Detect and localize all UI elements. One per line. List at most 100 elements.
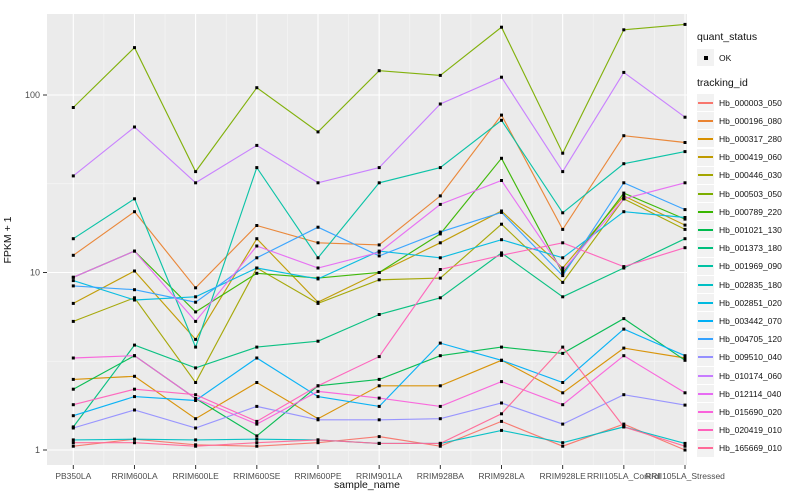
data-point — [316, 384, 320, 388]
data-point — [622, 422, 626, 426]
data-point — [622, 181, 626, 185]
data-point — [561, 170, 565, 174]
data-point — [683, 444, 687, 448]
data-point — [561, 271, 565, 275]
data-point — [255, 381, 259, 384]
legend-item-Hb_000003_050: Hb_000003_050 — [697, 94, 782, 111]
data-point — [316, 418, 320, 422]
legend-item-label: Hb_002835_180 — [719, 279, 782, 290]
color-key — [697, 239, 714, 257]
data-point — [622, 265, 626, 269]
data-point — [683, 141, 687, 144]
data-point — [438, 256, 442, 260]
data-point — [71, 414, 75, 418]
data-point — [377, 271, 381, 274]
data-point — [561, 227, 565, 231]
data-point — [316, 256, 320, 260]
data-point — [255, 356, 259, 360]
data-point — [316, 389, 320, 393]
data-point — [683, 358, 687, 362]
data-point — [683, 403, 687, 407]
data-point — [500, 419, 503, 423]
color-line-icon — [698, 410, 713, 413]
color-key — [697, 166, 714, 184]
data-point — [71, 319, 75, 323]
legend-item-Hb_002835_180: Hb_002835_180 — [697, 276, 782, 293]
data-point — [194, 397, 198, 400]
y-tick-label: 1 — [35, 445, 40, 455]
data-point — [71, 444, 75, 448]
data-point — [71, 253, 75, 257]
color-line-icon — [698, 101, 713, 104]
data-point — [377, 313, 381, 316]
legend-item-label: Hb_165669_010 — [719, 443, 782, 454]
data-point — [133, 296, 136, 300]
data-point — [71, 174, 75, 178]
legend-item-Hb_012114_040: Hb_012114_040 — [697, 385, 782, 403]
legend-item-Hb_001969_090: Hb_001969_090 — [697, 257, 782, 275]
color-line-icon — [698, 319, 713, 322]
data-point — [316, 241, 320, 245]
data-point — [500, 238, 503, 242]
data-point — [255, 422, 259, 426]
color-key — [697, 112, 714, 130]
legend-item-Hb_002851_020: Hb_002851_020 — [697, 294, 782, 312]
data-point — [71, 441, 75, 445]
color-line-icon — [698, 374, 713, 377]
legend-item-label: Hb_012114_040 — [719, 388, 782, 399]
data-point — [561, 441, 565, 445]
data-point — [377, 166, 381, 170]
data-point — [255, 237, 259, 241]
data-point — [561, 381, 565, 384]
data-point — [71, 284, 75, 288]
data-point — [255, 224, 259, 227]
legend-item-label: Hb_009510_040 — [719, 352, 782, 363]
data-point — [71, 387, 75, 391]
legend-item-label: Hb_020419_010 — [719, 425, 782, 436]
data-point — [377, 69, 381, 73]
data-point — [683, 354, 687, 358]
data-point — [133, 395, 136, 399]
color-key — [697, 185, 714, 202]
data-point — [255, 86, 259, 90]
data-point — [71, 356, 75, 360]
data-point — [561, 256, 565, 260]
data-point — [133, 298, 136, 302]
legend-item-label: Hb_004705_120 — [719, 334, 782, 345]
legend-item-Hb_004705_120: Hb_004705_120 — [697, 330, 782, 348]
data-point — [71, 237, 75, 241]
color-line-icon — [698, 228, 713, 231]
data-point — [194, 417, 198, 421]
legend-item-label: Hb_000003_050 — [719, 97, 782, 108]
legend-item-label: Hb_003442_070 — [719, 315, 782, 326]
data-point — [438, 194, 442, 198]
legend-item-label: Hb_002851_020 — [719, 297, 782, 308]
data-point — [500, 222, 503, 226]
color-line-icon — [698, 174, 713, 177]
data-point — [194, 319, 198, 323]
data-point — [194, 444, 198, 448]
x-axis-title: sample_name — [334, 479, 400, 491]
data-point — [438, 404, 442, 408]
data-point — [561, 295, 565, 299]
data-point — [438, 417, 442, 421]
data-point — [255, 266, 259, 270]
data-point — [561, 403, 565, 407]
x-tick-label: RRIM928LA — [478, 471, 525, 481]
legend-item-Hb_015690_020: Hb_015690_020 — [697, 403, 782, 421]
data-point — [255, 166, 259, 170]
data-point — [683, 115, 687, 119]
data-point — [500, 179, 503, 182]
data-point — [194, 181, 198, 185]
color-line-icon — [698, 338, 713, 341]
data-point — [500, 113, 503, 117]
legend-item-label: Hb_000196_080 — [719, 115, 782, 126]
data-point — [622, 317, 626, 321]
color-key — [697, 148, 714, 166]
data-point — [683, 217, 687, 221]
data-point — [194, 381, 198, 384]
data-point — [438, 341, 442, 345]
data-point — [133, 387, 136, 391]
data-point — [622, 191, 626, 195]
color-key — [697, 348, 714, 366]
